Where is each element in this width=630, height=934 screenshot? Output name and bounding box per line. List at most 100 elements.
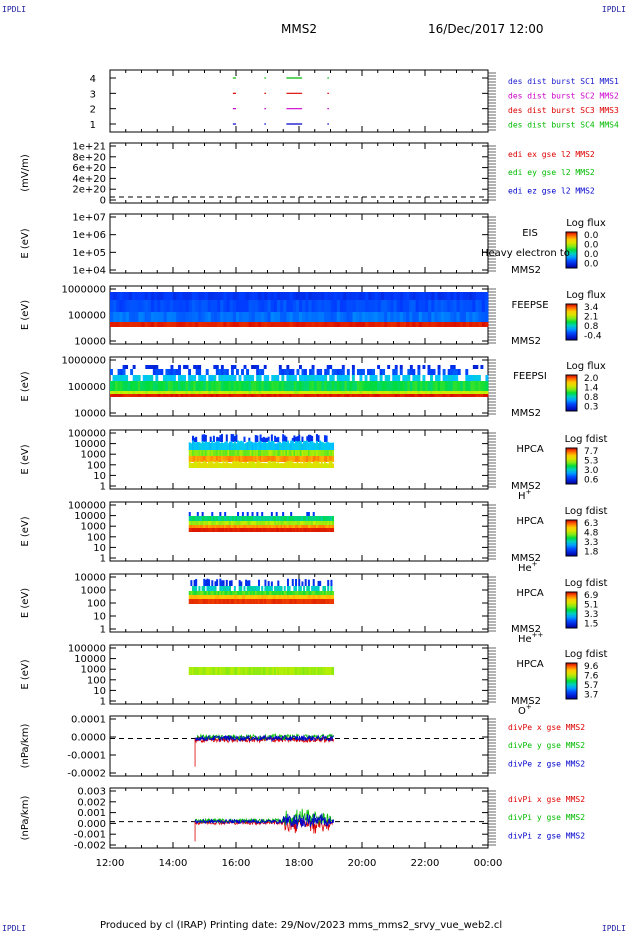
heatmap-cell (290, 667, 293, 675)
heatmap-cell (191, 435, 194, 442)
heatmap-cell (324, 375, 328, 381)
heatmap-cell (298, 599, 301, 604)
heatmap-cell (135, 394, 139, 397)
heatmap-cell (282, 521, 285, 525)
heatmap-cell (209, 591, 212, 595)
heatmap-cell (286, 450, 289, 456)
heatmap-cell (275, 528, 278, 532)
heatmap-cell (214, 599, 217, 604)
heatmap-cell (354, 391, 358, 394)
heatmap-cell (445, 375, 449, 381)
heatmap-cell (137, 381, 141, 391)
heatmap-cell (275, 667, 278, 675)
heatmap-cell (485, 375, 489, 381)
heatmap-cell (188, 516, 191, 521)
heatmap-cell (278, 667, 281, 675)
heatmap-cell (442, 394, 446, 397)
heatmap-cell (317, 461, 320, 468)
heatmap-cell (283, 394, 287, 397)
colorbar-tick-label: 5.3 (584, 457, 598, 467)
heatmap-cell (132, 292, 136, 300)
heatmap-cell (253, 521, 256, 525)
heatmap-cell (271, 391, 275, 394)
heatmap-cell (283, 521, 286, 525)
heatmap-cell (209, 525, 212, 528)
heatmap-cell (437, 322, 442, 327)
heatmap-cell (317, 516, 320, 521)
heatmap-cell (291, 516, 294, 521)
heatmap-cell (323, 461, 326, 468)
heatmap-cell (201, 322, 205, 327)
heatmap-cell (407, 391, 411, 394)
heatmap-cell (295, 450, 298, 456)
heatmap-cell (326, 365, 330, 369)
heatmap-cell (421, 300, 426, 312)
heatmap-cell (321, 312, 325, 322)
heatmap-cell (261, 599, 264, 604)
heatmap-cell (150, 391, 154, 394)
heatmap-cell (266, 591, 269, 595)
heatmap-cell (217, 440, 220, 450)
heatmap-cell (208, 461, 211, 468)
heatmap-cell (291, 369, 295, 375)
heatmap-cell (298, 667, 301, 675)
heatmap-cell (320, 599, 323, 604)
heatmap-cell (233, 375, 237, 381)
heatmap-cell (196, 442, 199, 450)
heatmap-cell (259, 434, 262, 442)
heatmap-cell (273, 292, 278, 300)
heatmap-cell (331, 381, 335, 391)
heatmap-cell (253, 394, 257, 397)
heatmap-cell (319, 528, 322, 532)
heatmap-cell (277, 528, 280, 532)
heatmap-cell (259, 525, 262, 528)
heatmap-cell (317, 435, 320, 442)
heatmap-cell (258, 369, 262, 375)
heatmap-cell (183, 381, 186, 391)
heatmap-cell (283, 369, 287, 375)
heatmap-cell (475, 394, 479, 397)
heatmap-cell (399, 365, 403, 369)
heatmap-cell (262, 442, 265, 450)
heatmap-cell (399, 394, 403, 397)
heatmap-cell (442, 391, 446, 394)
heatmap-cell (267, 521, 270, 525)
heatmap-cell (324, 322, 328, 327)
heatmap-cell (243, 443, 246, 450)
heatmap-cell (235, 434, 238, 442)
heatmap-cell (292, 300, 297, 312)
y-tick-label: 10 (93, 612, 106, 623)
heatmap-cell (387, 322, 391, 327)
heatmap-cell (379, 381, 383, 391)
heatmap-cell (308, 292, 312, 300)
heatmap-cell (188, 375, 192, 381)
heatmap-cell (178, 365, 181, 369)
heatmap-cell (418, 292, 423, 300)
heatmap-cell (275, 450, 278, 456)
heatmap-cell (115, 375, 118, 381)
heatmap-cell (256, 394, 260, 397)
heatmap-cell (240, 586, 243, 591)
heatmap-cell (193, 437, 196, 442)
heatmap-cell (322, 442, 325, 450)
heatmap-cell (392, 381, 396, 391)
heatmap-cell (472, 300, 476, 312)
heatmap-cell (110, 322, 114, 327)
heatmap-cell (218, 381, 222, 391)
heatmap-cell (248, 599, 251, 604)
heatmap-cell (339, 394, 343, 397)
heatmap-cell (382, 394, 386, 397)
instrument-label: FEEPSE (511, 300, 548, 311)
heatmap-cell (200, 667, 203, 675)
heatmap-cell (249, 591, 252, 595)
heatmap-cell (195, 436, 198, 442)
heatmap-cell (135, 391, 139, 394)
heatmap-cell (229, 528, 232, 532)
colorbar-tick-label: 2.1 (584, 313, 598, 323)
heatmap-cell (369, 381, 373, 391)
heatmap-cell (277, 436, 280, 442)
heatmap-cell (183, 391, 186, 394)
heatmap-cell (269, 599, 272, 604)
heatmap-cell (296, 450, 299, 456)
heatmap-cell (304, 599, 307, 604)
